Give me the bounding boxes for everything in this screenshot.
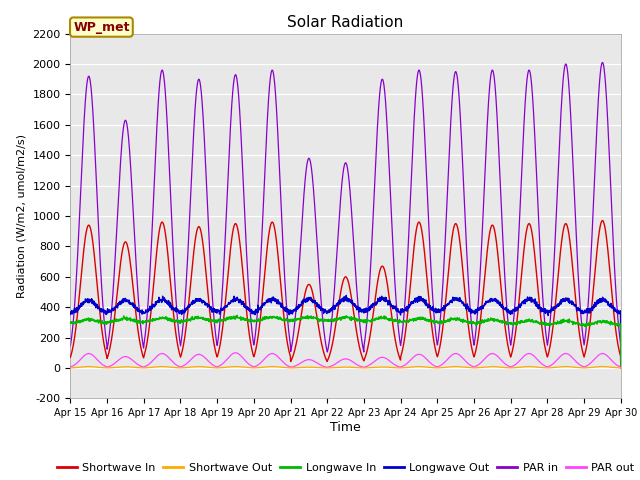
Title: Solar Radiation: Solar Radiation: [287, 15, 404, 30]
Text: WP_met: WP_met: [73, 21, 130, 34]
X-axis label: Time: Time: [330, 421, 361, 434]
Y-axis label: Radiation (W/m2, umol/m2/s): Radiation (W/m2, umol/m2/s): [17, 134, 27, 298]
Legend: Shortwave In, Shortwave Out, Longwave In, Longwave Out, PAR in, PAR out: Shortwave In, Shortwave Out, Longwave In…: [52, 459, 639, 478]
